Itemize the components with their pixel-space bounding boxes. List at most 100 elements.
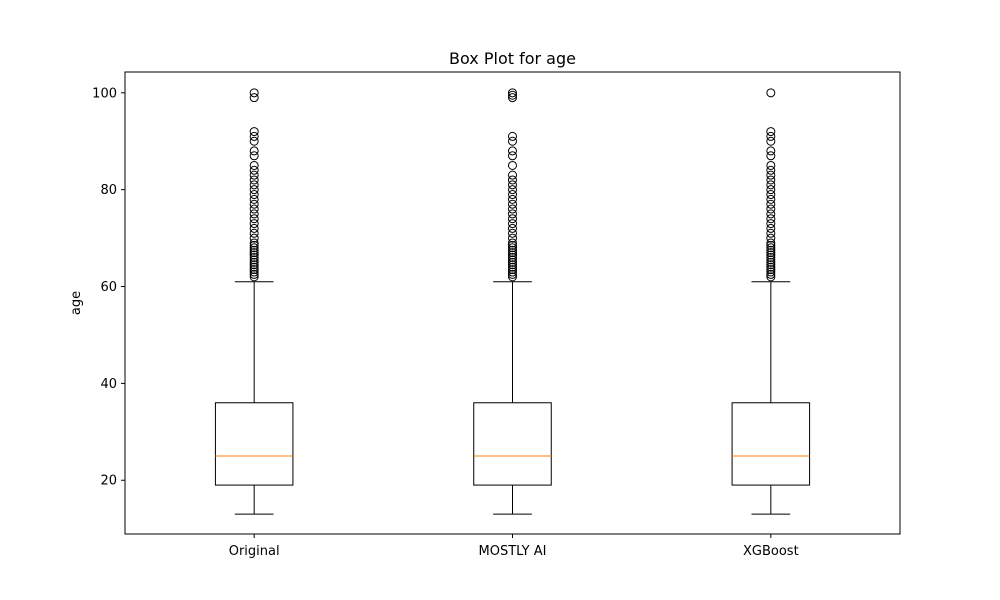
outlier-point bbox=[508, 136, 517, 146]
outlier-point bbox=[508, 262, 517, 272]
outlier-point bbox=[508, 250, 517, 260]
y-axis-label: age bbox=[69, 291, 84, 315]
outlier-point bbox=[766, 175, 776, 185]
outlier-point bbox=[249, 190, 259, 200]
outlier-point bbox=[249, 272, 259, 282]
outlier-point bbox=[766, 170, 776, 180]
outlier-point bbox=[508, 190, 517, 200]
outlier-point bbox=[766, 269, 776, 279]
outlier-point bbox=[766, 260, 776, 270]
outlier-point bbox=[508, 204, 517, 214]
y-tick-label: 100 bbox=[92, 86, 117, 101]
outlier-point bbox=[249, 180, 259, 190]
outlier-point bbox=[508, 209, 517, 219]
outlier-point bbox=[766, 233, 776, 243]
outlier-point bbox=[249, 175, 259, 185]
chart-title: Box Plot for age bbox=[449, 49, 576, 68]
outlier-point bbox=[249, 257, 259, 267]
outlier-point bbox=[766, 238, 776, 248]
outlier-point bbox=[766, 194, 776, 204]
y-tick-label: 40 bbox=[100, 377, 117, 392]
outlier-point bbox=[249, 238, 259, 248]
outlier-point bbox=[508, 269, 517, 279]
x-tick-label: XGBoost bbox=[743, 544, 799, 559]
outlier-point bbox=[249, 252, 259, 262]
y-tick-label: 60 bbox=[100, 280, 117, 295]
outlier-point bbox=[508, 267, 517, 277]
outlier-point bbox=[508, 194, 517, 204]
outlier-point bbox=[766, 255, 776, 265]
outlier-point bbox=[249, 267, 259, 277]
x-tick-label: MOSTLY AI bbox=[479, 544, 547, 559]
outlier-point bbox=[249, 127, 259, 137]
outlier-point bbox=[508, 265, 517, 275]
outlier-point bbox=[508, 260, 517, 270]
outlier-point bbox=[766, 265, 776, 275]
outlier-point bbox=[766, 243, 776, 253]
outlier-point bbox=[508, 257, 517, 267]
outlier-point bbox=[766, 214, 776, 224]
outlier-point bbox=[508, 88, 517, 98]
outlier-point bbox=[766, 257, 776, 267]
outlier-point bbox=[249, 262, 259, 272]
outlier-point bbox=[508, 146, 517, 156]
y-tick-label: 80 bbox=[100, 183, 117, 198]
outlier-point bbox=[249, 131, 259, 141]
outlier-point bbox=[249, 219, 259, 229]
outlier-point bbox=[508, 214, 517, 224]
plot-area: 20 40 60 80 100 Original MOSTLY AI XGBoost bbox=[92, 86, 811, 559]
outlier-point bbox=[766, 252, 776, 262]
outlier-point bbox=[249, 228, 259, 238]
outlier-point bbox=[249, 151, 259, 161]
outlier-point bbox=[766, 272, 776, 282]
x-tick-label: Original bbox=[229, 544, 280, 559]
outlier-point bbox=[508, 160, 517, 170]
outlier-point bbox=[766, 136, 776, 146]
outlier-point bbox=[508, 93, 517, 103]
outlier-point bbox=[249, 265, 259, 275]
outlier-point bbox=[766, 185, 776, 195]
outlier-point bbox=[508, 185, 517, 195]
outlier-point bbox=[766, 223, 776, 233]
outlier-point bbox=[766, 267, 776, 277]
outlier-point bbox=[766, 127, 776, 137]
outlier-point bbox=[508, 238, 517, 248]
outlier-point bbox=[249, 243, 259, 253]
outlier-point bbox=[249, 165, 259, 175]
outlier-point bbox=[508, 252, 517, 262]
outlier-point bbox=[249, 245, 259, 255]
outlier-point bbox=[249, 160, 259, 170]
outlier-point bbox=[249, 269, 259, 279]
y-tick-label: 20 bbox=[100, 474, 117, 489]
outlier-point bbox=[766, 146, 776, 156]
outlier-point bbox=[249, 233, 259, 243]
outlier-point bbox=[766, 165, 776, 175]
outlier-point bbox=[766, 88, 776, 98]
outlier-point bbox=[508, 228, 517, 238]
outlier-point bbox=[508, 272, 517, 282]
outlier-point bbox=[508, 233, 517, 243]
outlier-point bbox=[508, 248, 517, 258]
outlier-point bbox=[508, 255, 517, 265]
outlier-point bbox=[249, 136, 259, 146]
outlier-point bbox=[508, 245, 517, 255]
outlier-point bbox=[508, 240, 517, 250]
outlier-point bbox=[249, 194, 259, 204]
outlier-point bbox=[249, 185, 259, 195]
outlier-point bbox=[249, 209, 259, 219]
plot-frame bbox=[124, 71, 901, 535]
outlier-point bbox=[508, 223, 517, 233]
outlier-point bbox=[249, 204, 259, 214]
outlier-point bbox=[249, 260, 259, 270]
outlier-point bbox=[766, 160, 776, 170]
outlier-point bbox=[766, 240, 776, 250]
outlier-point bbox=[249, 223, 259, 233]
iqr-box bbox=[473, 402, 552, 486]
outlier-point bbox=[766, 248, 776, 258]
outlier-point bbox=[508, 170, 517, 180]
outlier-point bbox=[249, 93, 259, 103]
outlier-point bbox=[508, 175, 517, 185]
outlier-point bbox=[249, 250, 259, 260]
outlier-point bbox=[766, 219, 776, 229]
